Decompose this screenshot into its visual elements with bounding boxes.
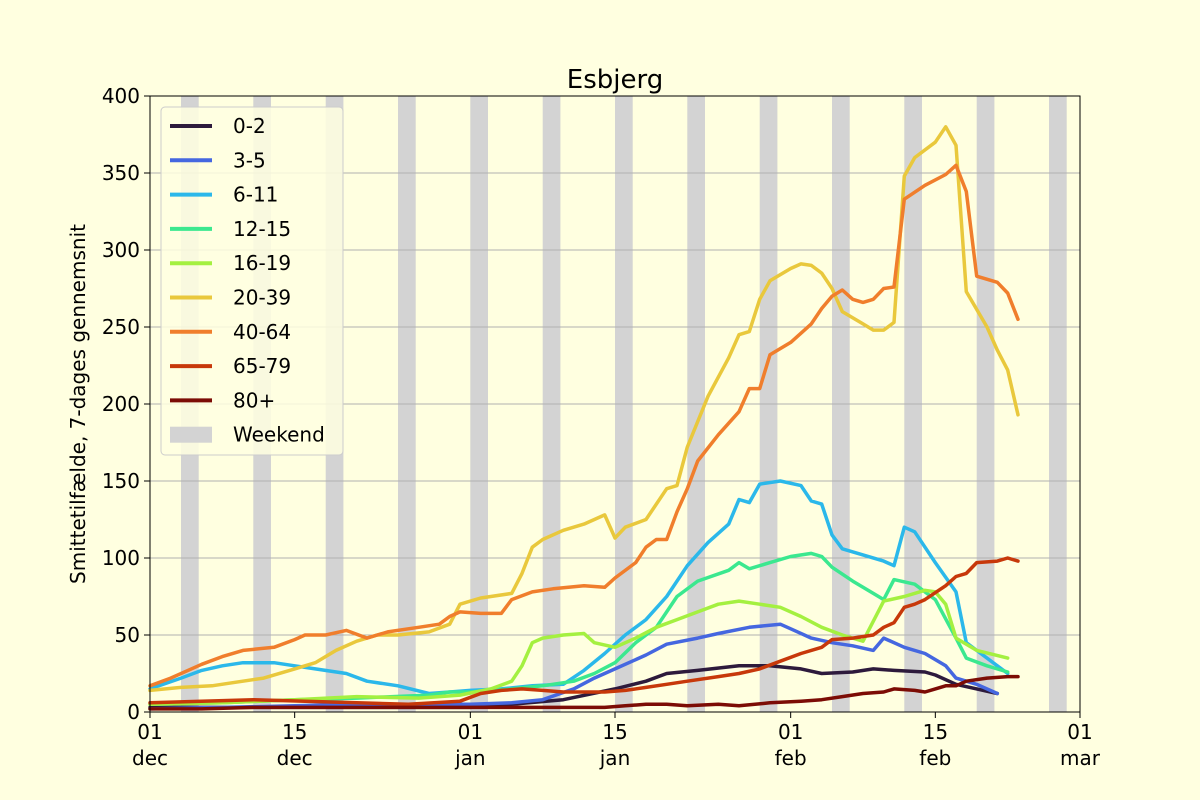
legend-label: 65-79	[233, 354, 291, 378]
y-tick-label: 0	[127, 700, 140, 724]
series-line-65-79	[148, 556, 1020, 707]
series-line-40-64	[148, 163, 1020, 688]
y-tick-label: 50	[115, 623, 140, 647]
series-line-12-15	[148, 551, 1010, 707]
series-line-80+	[148, 674, 1020, 711]
legend-entries: 0-2 3-5 6-11 12-15 16-19 20-39 40-64 65-79 80+ We…	[170, 114, 325, 447]
series-line-16-19	[148, 588, 1010, 707]
series-line-3-5	[148, 622, 1000, 711]
x-tick-label: 15	[923, 720, 948, 744]
x-tick-label: 15	[282, 720, 307, 744]
series-lines	[148, 125, 1020, 711]
x-tick-label: jan	[599, 746, 631, 770]
x-tick-label: dec	[277, 746, 313, 770]
x-tick-label: 01	[137, 720, 162, 744]
legend: 0-2 3-5 6-11 12-15 16-19 20-39 40-64 65-79 80+ We…	[160, 106, 344, 456]
y-tick-label: 400	[102, 84, 140, 108]
x-tick-label: mar	[1060, 746, 1101, 770]
y-tick-label: 300	[102, 238, 140, 262]
series-line-6-11	[148, 479, 1010, 696]
chart-title: Esbjerg	[567, 65, 663, 95]
legend-label: 6-11	[233, 183, 278, 207]
y-tick-label: 150	[102, 469, 140, 493]
legend-label: 40-64	[233, 320, 291, 344]
x-tick-label: jan	[454, 746, 486, 770]
x-tick-label: 01	[1067, 720, 1092, 744]
y-axis: 0 50 100 150 200 250 300 350 400	[102, 84, 150, 724]
legend-label: 80+	[233, 388, 275, 412]
x-tick-label: feb	[919, 746, 951, 770]
legend-label: Weekend	[233, 423, 325, 447]
x-tick-label: dec	[132, 746, 168, 770]
x-tick-label: 15	[602, 720, 627, 744]
y-tick-label: 100	[102, 546, 140, 570]
y-tick-label: 350	[102, 161, 140, 185]
x-tick-label: 01	[458, 720, 483, 744]
legend-label: 12-15	[233, 217, 291, 241]
x-tick-label: 01	[778, 720, 803, 744]
x-tick-label: feb	[775, 746, 807, 770]
legend-swatch	[170, 426, 212, 443]
y-tick-label: 200	[102, 392, 140, 416]
legend-label: 16-19	[233, 251, 291, 275]
legend-label: 0-2	[233, 114, 266, 138]
legend-label: 20-39	[233, 286, 291, 310]
y-tick-label: 250	[102, 315, 140, 339]
y-axis-label: Smittetilfælde, 7-dages gennemsnit	[66, 224, 90, 584]
legend-label: 3-5	[233, 148, 266, 172]
